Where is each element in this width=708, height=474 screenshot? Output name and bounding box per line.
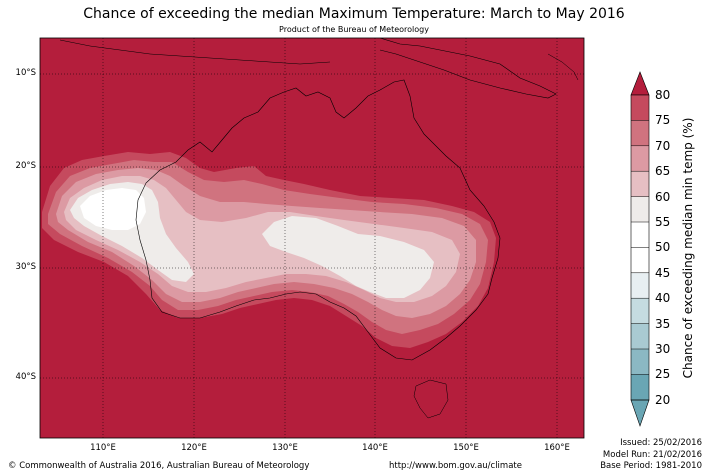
- contour-55-60-central: [262, 216, 434, 298]
- contour-50-55: [80, 188, 146, 230]
- model-run-date: Model Run: 21/02/2016: [602, 450, 702, 460]
- colorbar-label: 20: [655, 393, 671, 407]
- colorbar-swatch: [631, 222, 649, 248]
- copyright-text: © Commonwealth of Australia 2016, Austra…: [8, 461, 310, 471]
- colorbar-title: Chance of exceeding median min temp (%): [681, 117, 695, 379]
- colorbar-label: 65: [655, 164, 671, 178]
- colorbar-swatch: [631, 247, 649, 273]
- colorbar-swatch: [631, 95, 649, 121]
- colorbar-swatch: [631, 349, 649, 375]
- map-subtitle: Product of the Bureau of Meteorology: [279, 25, 429, 34]
- lat-label: 10°S: [15, 68, 36, 78]
- map-frame: [39, 37, 585, 439]
- lon-label: 140°E: [362, 443, 388, 453]
- colorbar-swatch: [631, 171, 649, 197]
- lon-label: 110°E: [90, 443, 116, 453]
- lat-label: 20°S: [15, 161, 36, 171]
- lat-label: 30°S: [15, 262, 36, 272]
- colorbar-swatch: [631, 374, 649, 400]
- colorbar-label: 40: [655, 291, 671, 305]
- new-guinea-outline: [379, 38, 557, 99]
- colorbar-label: 50: [655, 240, 671, 254]
- graticule: [40, 38, 584, 438]
- lon-label: 120°E: [181, 443, 207, 453]
- colorbar-label: 45: [655, 266, 671, 280]
- colorbar-label: 30: [655, 342, 671, 356]
- colorbar-label: 80: [655, 88, 671, 102]
- colorbar-label: 25: [655, 367, 671, 381]
- tasmania-landmass: [413, 379, 449, 419]
- lon-label: 130°E: [272, 443, 298, 453]
- map-title: Chance of exceeding the median Maximum T…: [83, 6, 625, 22]
- solomon-islands-outline: [547, 53, 579, 81]
- colorbar-top-arrow: [630, 71, 650, 96]
- colorbar-swatch: [631, 145, 649, 172]
- source-url: http://www.bom.gov.au/climate: [389, 461, 522, 471]
- colorbar-swatch: [631, 120, 649, 146]
- colorbar-label: 75: [655, 113, 671, 127]
- colorbar-bottom-arrow: [630, 399, 650, 427]
- colorbar-label: 70: [655, 139, 671, 153]
- lat-label: 40°S: [15, 372, 36, 382]
- issued-date: Issued: 25/02/2016: [620, 438, 702, 448]
- base-period: Base Period: 1981-2010: [600, 461, 702, 471]
- colorbar-swatch: [631, 298, 649, 324]
- colorbar-label: 35: [655, 317, 671, 331]
- colorbar: [630, 71, 650, 427]
- coastline: [135, 79, 501, 361]
- colorbar-swatch: [631, 196, 649, 222]
- colorbar-swatch: [631, 272, 649, 299]
- colorbar-swatch: [631, 323, 649, 349]
- colorbar-label: 55: [655, 215, 671, 229]
- colorbar-label: 60: [655, 190, 671, 204]
- lon-label: 150°E: [453, 443, 479, 453]
- lon-label: 160°E: [544, 443, 570, 453]
